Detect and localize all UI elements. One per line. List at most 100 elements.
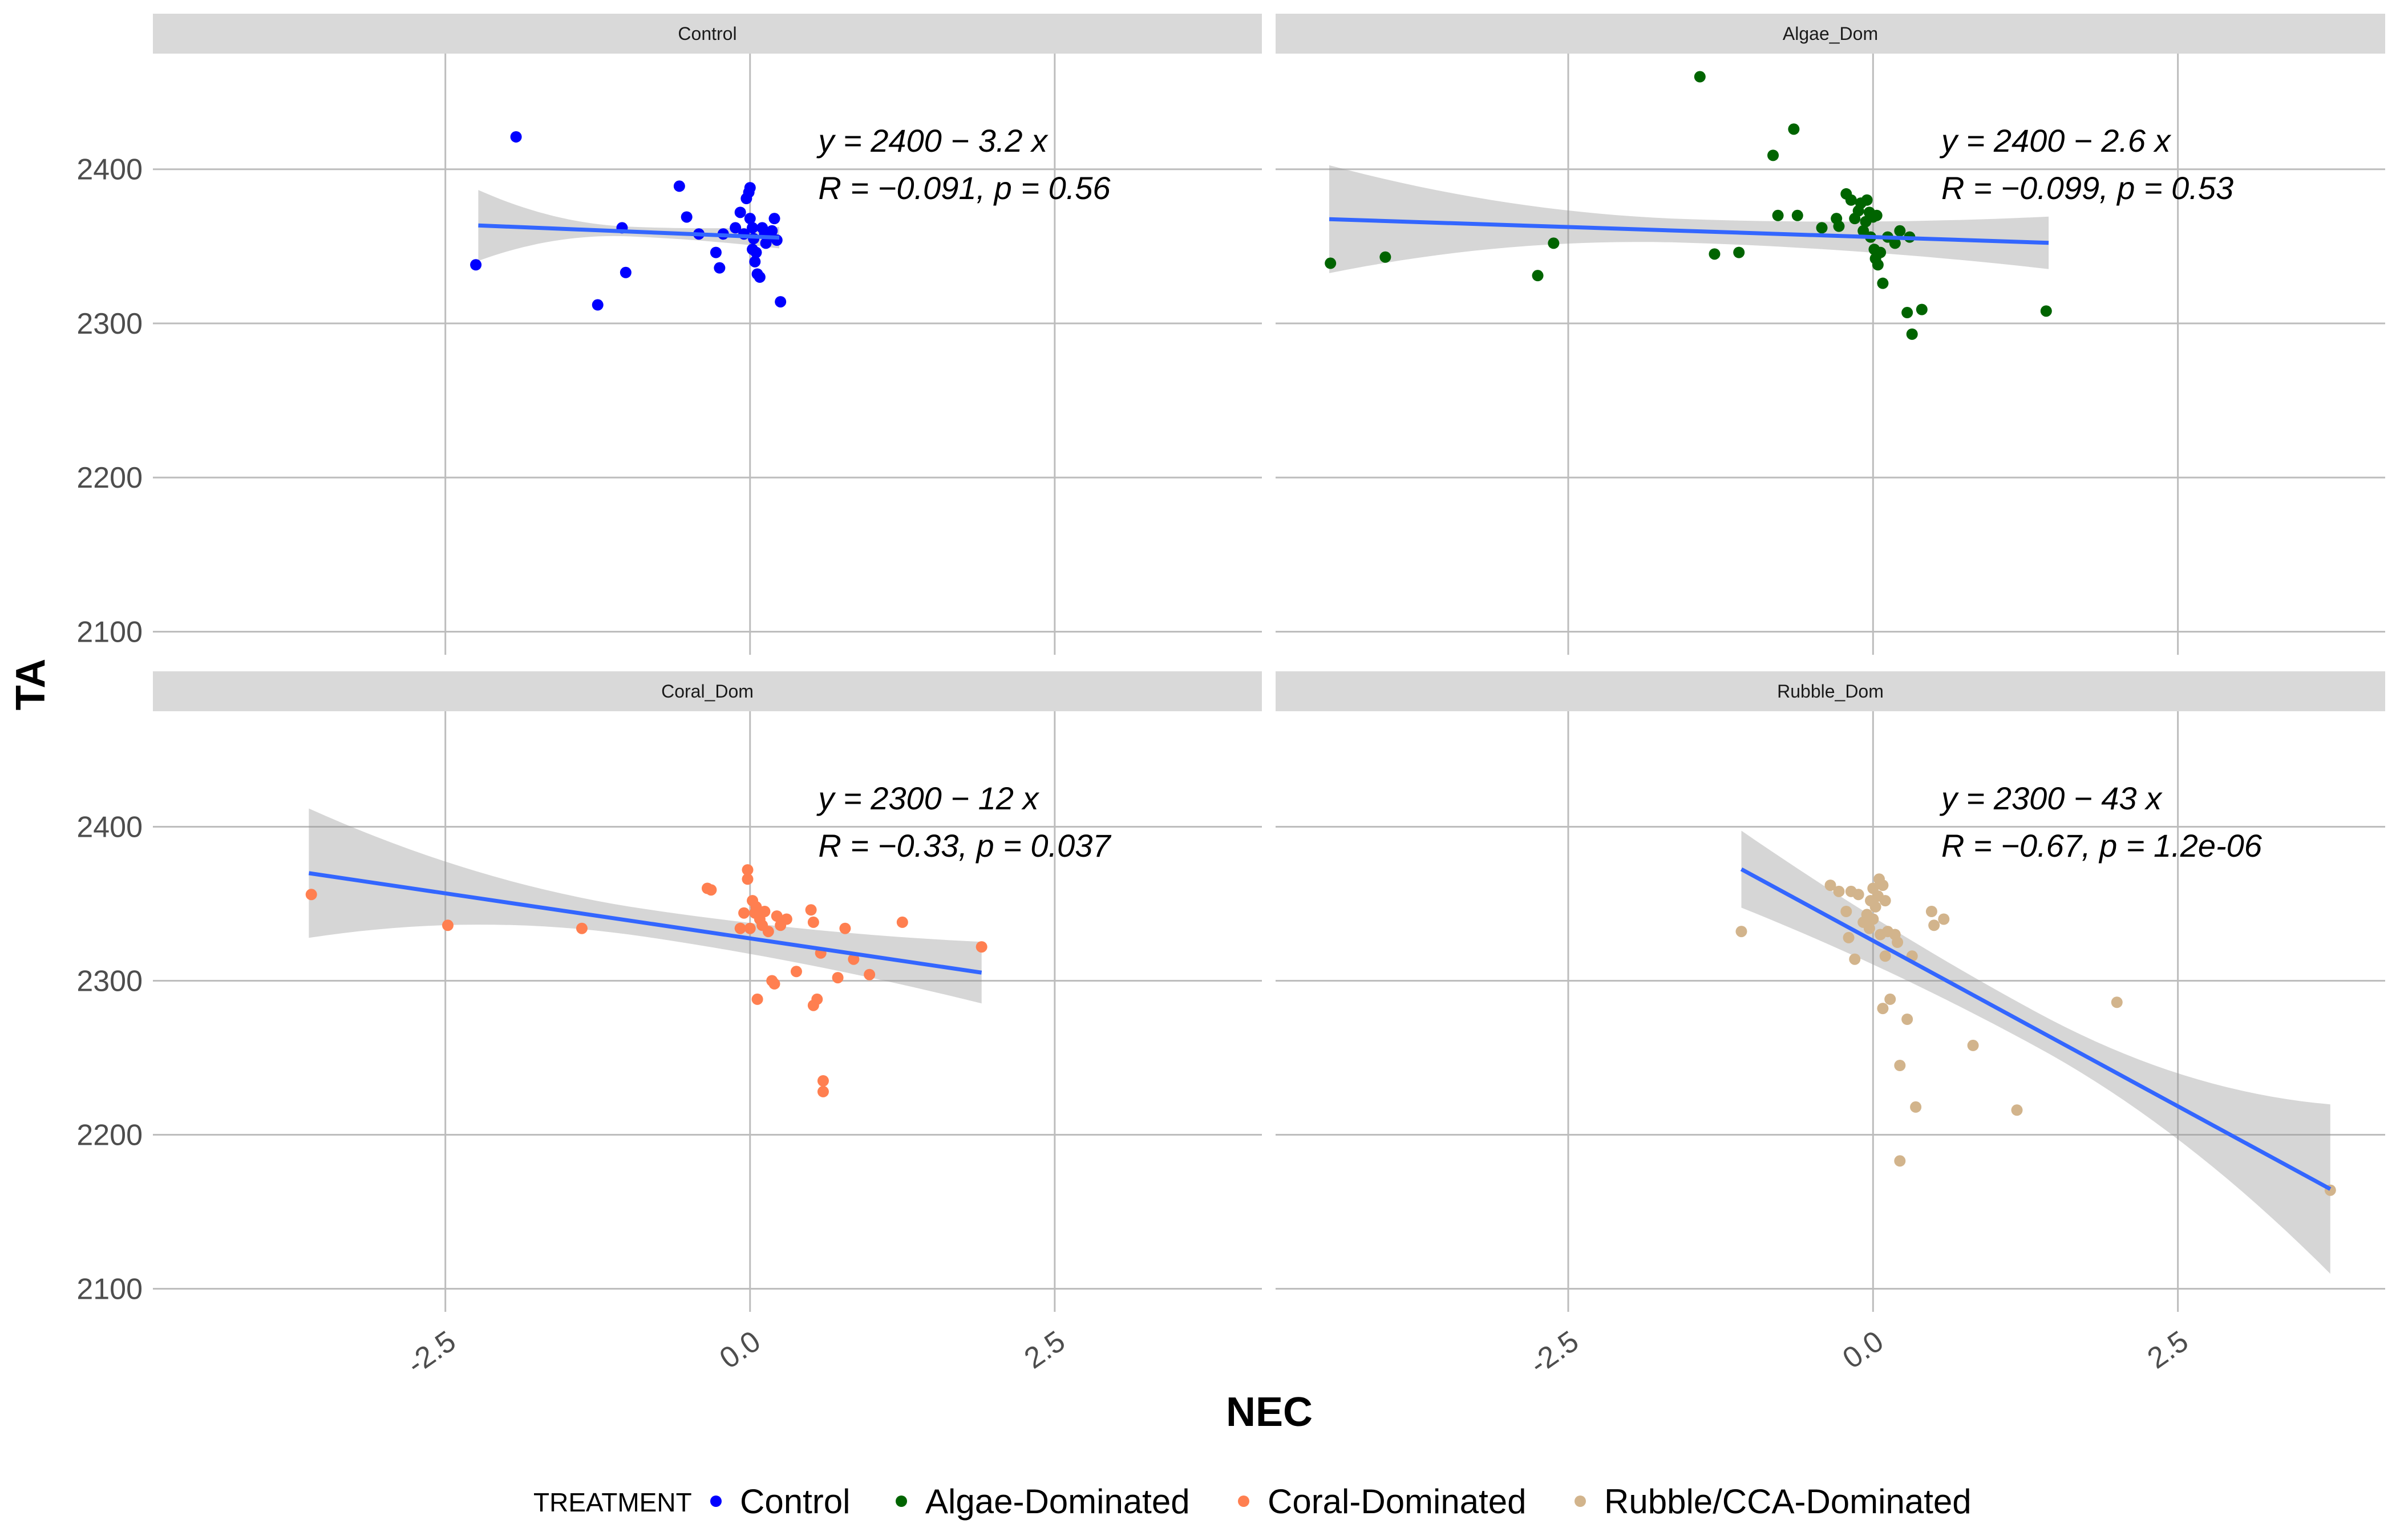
facet-strip [1276,671,2385,711]
data-point [754,271,766,283]
data-point [1892,937,1904,948]
data-point [864,968,876,980]
data-point [1833,885,1845,897]
data-point [848,953,860,965]
legend-entry: Rubble/CCA-Dominated [1575,1482,1972,1521]
data-point [673,180,685,192]
gridlines [153,711,1262,1312]
data-point [576,922,588,934]
data-point [775,296,787,308]
data-point [1325,257,1337,269]
data-point [730,222,742,234]
data-point [1894,225,1906,237]
legend-key [896,1496,907,1507]
data-point [1879,895,1891,907]
data-point [1767,149,1779,161]
data-point [896,916,908,928]
confidence-band [1741,830,2330,1274]
data-point [1877,880,1889,891]
data-point [1867,913,1879,925]
data-point [1833,220,1845,232]
data-point [759,906,771,917]
data-point [760,237,772,249]
facet-strip [153,671,1262,711]
legend-title: TREATMENT [533,1488,692,1517]
data-point [742,873,754,885]
data-point [1548,237,1560,249]
data-point [1877,277,1889,289]
data-point [1791,209,1803,221]
regression-line [308,871,982,975]
regression-line [1329,217,2049,245]
y-tick-label: 2300 [76,965,143,998]
data-point [1889,237,1901,249]
y-axis-title: TA [8,659,54,711]
facet-panel: Coral_Dom 2100 2200 2300 2400 -2.5 0.0 2.5 y = 2… [76,671,1262,1381]
data-point [839,922,851,934]
regression-equation: y = 2400 − 2.6 x [1939,123,2172,159]
regression-equation: y = 2400 − 3.2 x [816,123,1049,159]
legend-label: Algae-Dominated [925,1482,1190,1521]
data-point [1967,1039,1979,1051]
regression-stats: R = −0.67, p = 1.2e-06 [1941,828,2263,864]
data-point [1735,926,1747,938]
legend-entry: Algae-Dominated [896,1482,1190,1521]
data-point [1845,194,1857,206]
legend-key [710,1496,722,1507]
regression-stats: R = −0.33, p = 0.037 [818,828,1111,864]
data-point [768,978,780,990]
y-tick-label: 2300 [76,307,143,341]
data-point [1928,919,1940,931]
confidence-band [1329,165,2049,273]
x-tick-label: 2.5 [1018,1324,1071,1375]
regression-equation: y = 2300 − 12 x [816,780,1039,816]
data-points [1325,71,2052,340]
data-point [1772,209,1784,221]
data-point [768,213,780,225]
data-point [1824,880,1836,891]
data-point [1910,1101,1922,1113]
regression-equation: y = 2300 − 43 x [1939,780,2163,816]
facet-panels: Control 2100 2200 2300 2400 y = 2400 − 3.2 x R… [76,14,2385,1381]
data-point [1788,123,1800,135]
data-point [766,225,778,237]
x-tick-label: 0.0 [1837,1324,1889,1375]
x-axis-title: NEC [1226,1389,1313,1435]
data-point [1925,906,1937,917]
data-point [620,266,632,278]
data-point [780,913,792,925]
x-tick-label: -2.5 [401,1324,462,1381]
data-point [747,244,759,256]
legend-entry: Control [710,1482,850,1521]
data-point [1863,922,1875,934]
data-point [1872,259,1884,271]
regression-line [478,223,780,240]
data-point [1816,222,1828,234]
data-point [681,211,693,223]
data-point [817,1075,829,1087]
data-point [442,919,454,931]
data-point [1877,1003,1889,1015]
legend-key [1238,1496,1249,1507]
data-point [1867,882,1879,894]
data-point [470,259,482,271]
data-point [750,901,762,913]
facet-strip [153,14,1262,54]
data-point [1694,71,1706,83]
data-point [1379,251,1391,263]
facet-panel: Control 2100 2200 2300 2400 y = 2400 − 3.2 x R… [76,14,1262,655]
data-points [470,131,787,311]
data-point [2111,996,2123,1008]
data-point [747,222,759,234]
facet-panel: Rubble_Dom -2.5 0.0 2.5 y = 2300 − 43 x R = −… [1276,671,2385,1381]
data-point [1840,906,1852,917]
data-point [1861,194,1873,206]
legend: TREATMENT Control Algae-Dominated Coral-Do… [533,1482,1972,1521]
data-point [1938,913,1950,925]
regression-stats: R = −0.099, p = 0.53 [1941,170,2233,206]
x-tick-label: 0.0 [714,1324,766,1375]
data-point [2040,305,2052,317]
confidence-band [478,190,779,261]
